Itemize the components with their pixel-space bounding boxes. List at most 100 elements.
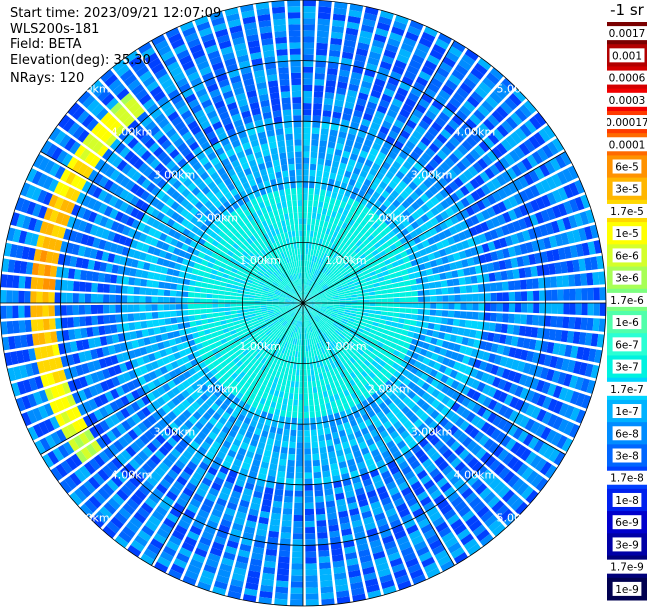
range-gate-cell xyxy=(324,488,334,496)
range-gate-cell xyxy=(363,299,370,303)
range-gate-cell xyxy=(435,288,443,295)
range-gate-cell xyxy=(357,42,370,51)
range-gate-cell xyxy=(376,22,391,32)
range-gate-cell xyxy=(368,313,375,318)
range-gate-cell xyxy=(115,294,122,303)
range-gate-cell xyxy=(340,156,349,165)
range-gate-cell xyxy=(416,284,424,290)
range-gate-cell xyxy=(272,445,281,453)
range-gate-cell xyxy=(526,290,534,301)
range-gate-cell xyxy=(314,489,324,497)
range-gate-cell xyxy=(212,312,220,318)
range-gate-cell xyxy=(218,290,226,295)
range-gate-cell xyxy=(310,261,314,268)
range-gate-cell xyxy=(152,280,160,288)
range-gate-cell xyxy=(207,318,215,324)
range-gate-cell xyxy=(299,369,303,376)
range-gate-cell xyxy=(402,37,417,48)
range-gate-cell xyxy=(318,0,332,8)
range-gate-cell xyxy=(439,61,453,73)
range-gate-cell xyxy=(296,454,303,461)
range-gate-cell xyxy=(303,109,312,116)
range-gate-cell xyxy=(141,270,149,279)
range-gate-cell xyxy=(418,303,425,309)
range-gate-cell xyxy=(427,126,439,137)
range-gate-cell xyxy=(459,311,467,319)
range-gate-cell xyxy=(307,254,311,262)
range-gate-cell xyxy=(371,221,380,230)
range-gate-cell xyxy=(313,362,317,369)
range-gate-cell xyxy=(110,274,118,284)
range-gate-cell xyxy=(332,185,340,194)
range-gate-cell xyxy=(312,459,321,467)
range-gate-cell xyxy=(172,269,180,277)
range-gate-cell xyxy=(327,249,333,256)
range-gate-cell xyxy=(344,170,352,179)
range-gate-cell xyxy=(363,12,378,22)
range-gate-cell xyxy=(393,297,400,303)
range-gate-cell xyxy=(500,323,508,334)
range-gate-cell xyxy=(404,185,414,195)
range-gate-cell xyxy=(353,109,364,119)
range-gate-cell xyxy=(393,303,400,308)
range-gate-cell xyxy=(307,206,313,213)
range-gate-cell xyxy=(369,168,378,177)
range-gate-cell xyxy=(446,318,454,326)
range-gate-cell xyxy=(323,98,334,106)
range-gate-cell xyxy=(327,242,333,249)
range-gate-cell xyxy=(322,110,332,118)
range-gate-cell xyxy=(318,257,323,265)
range-gate-cell xyxy=(379,99,390,109)
range-gate-cell xyxy=(308,200,313,207)
range-gate-cell xyxy=(224,311,232,316)
range-gate-cell xyxy=(308,242,312,250)
range-gate-cell xyxy=(48,318,56,330)
range-gate-cell xyxy=(332,205,340,213)
range-gate-cell xyxy=(298,405,303,413)
range-gate-cell xyxy=(219,286,226,291)
range-gate-cell xyxy=(218,303,225,308)
range-gate-cell xyxy=(237,289,244,294)
range-gate-cell xyxy=(309,236,313,244)
range-gate-cell xyxy=(306,279,310,286)
range-gate-cell xyxy=(314,73,325,80)
range-gate-cell xyxy=(310,429,317,437)
range-gate-cell xyxy=(260,298,267,302)
range-gate-cell xyxy=(72,293,79,303)
range-gate-cell xyxy=(320,252,325,259)
range-gate-cell xyxy=(293,393,299,400)
range-gate-cell xyxy=(327,141,336,149)
range-gate-cell xyxy=(520,303,528,313)
range-gate-cell xyxy=(532,290,540,301)
range-gate-cell xyxy=(157,289,165,296)
range-gate-cell xyxy=(303,375,308,382)
range-gate-cell xyxy=(372,191,381,200)
range-gate-cell xyxy=(394,14,409,25)
range-gate-cell xyxy=(392,312,400,318)
range-gate-cell xyxy=(527,303,534,313)
range-gate-cell xyxy=(470,275,478,284)
range-gate-cell xyxy=(411,303,419,308)
range-gate-cell xyxy=(280,532,291,540)
range-gate-cell xyxy=(397,281,405,287)
range-gate-cell xyxy=(400,269,409,276)
range-gate-cell xyxy=(309,175,316,183)
range-gate-cell xyxy=(315,54,327,62)
range-gate-cell xyxy=(385,135,396,145)
range-gate-cell xyxy=(307,286,311,292)
range-gate-cell xyxy=(383,324,391,331)
range-gate-cell xyxy=(277,396,283,404)
range-gate-cell xyxy=(422,315,430,322)
range-gate-cell xyxy=(319,446,327,454)
range-gate-cell xyxy=(157,304,164,311)
range-gate-cell xyxy=(311,447,319,455)
range-gate-cell xyxy=(317,251,323,258)
range-gate-cell xyxy=(342,176,350,184)
range-gate-cell xyxy=(231,314,238,319)
range-gate-cell xyxy=(277,562,290,570)
range-gate-cell xyxy=(417,290,424,296)
range-gate-cell xyxy=(292,411,298,418)
range-gate-cell xyxy=(415,76,429,87)
range-gate-cell xyxy=(416,141,428,152)
